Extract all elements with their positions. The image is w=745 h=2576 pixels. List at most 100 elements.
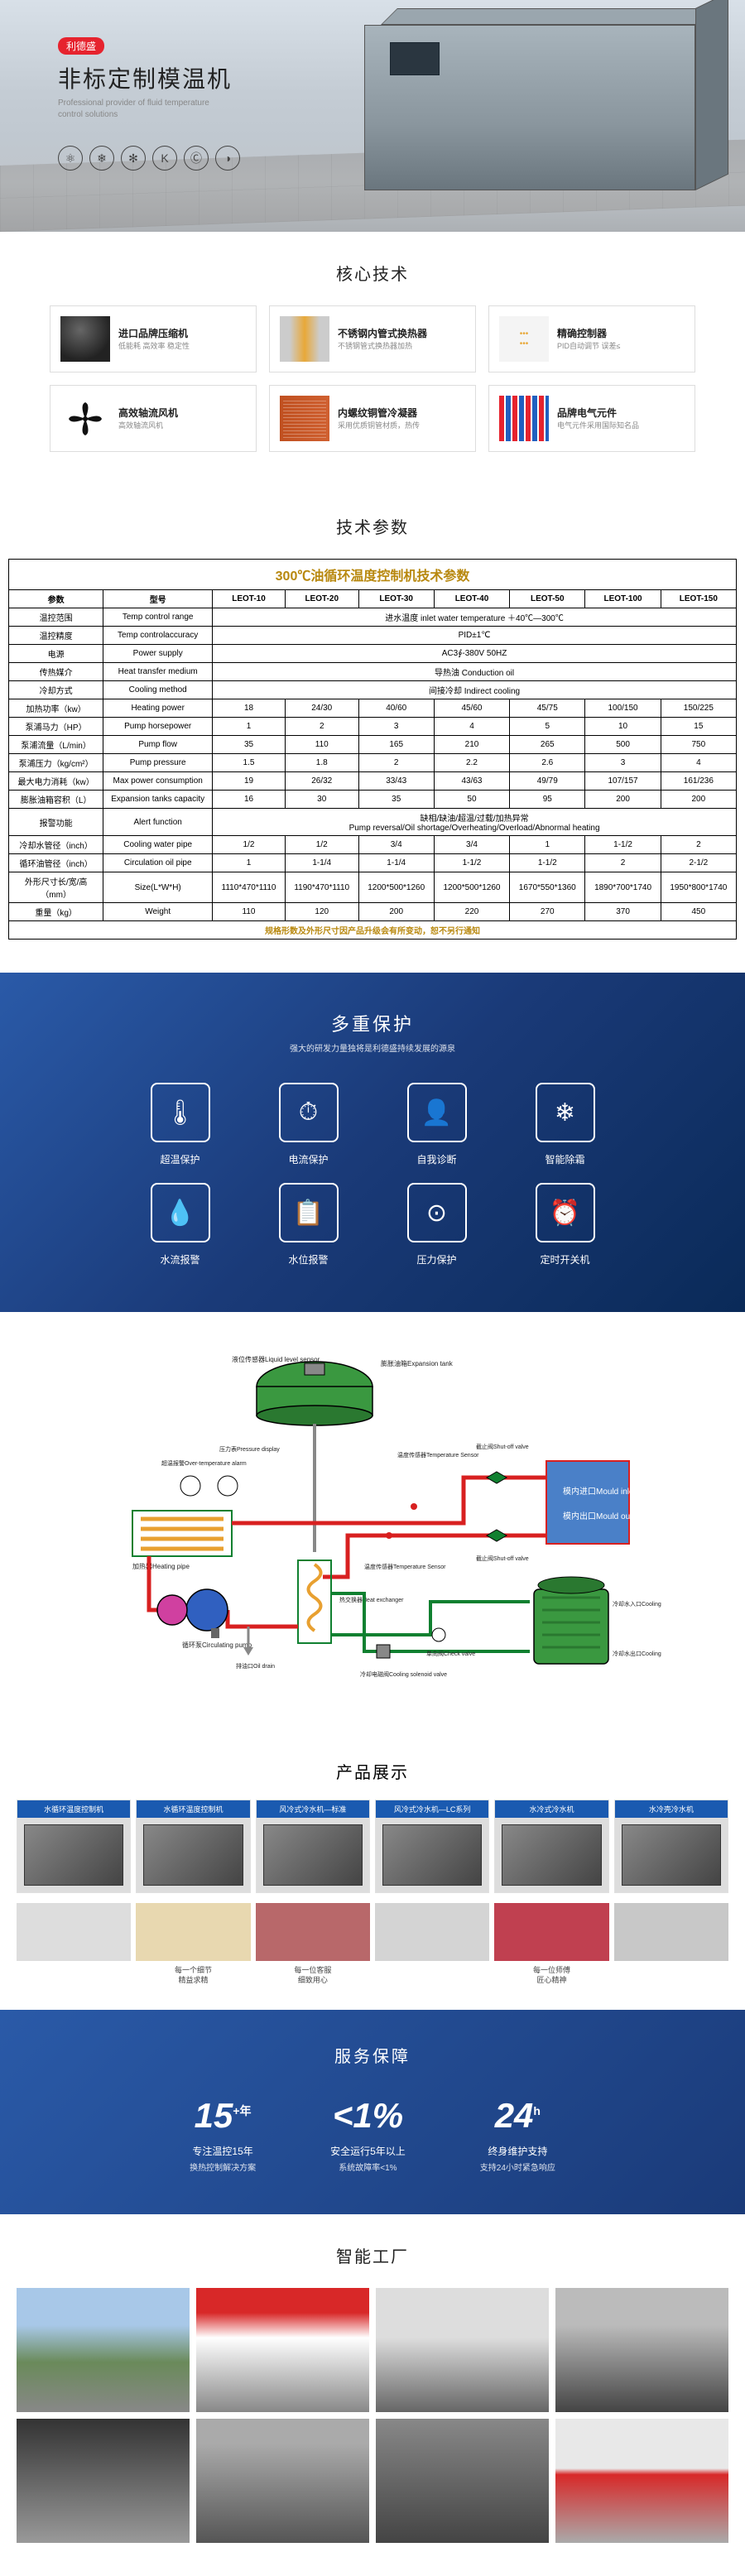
hero-text: 利德盛 非标定制模温机 Professional provider of flu… <box>58 37 240 171</box>
label-cooling-out: 冷却水出口Cooling water outlet <box>613 1650 662 1657</box>
protection-item: ⏱电流保护 <box>252 1083 364 1166</box>
product-image <box>615 1818 728 1892</box>
factory-image <box>196 2288 369 2412</box>
label-pump: 循环泵Circulating pump <box>182 1641 252 1649</box>
product-detail-image <box>136 1903 250 1961</box>
product-detail-item <box>17 1903 131 1985</box>
factory-image <box>555 2288 728 2412</box>
hero-title: 非标定制模温机 <box>58 61 240 94</box>
core-tech-item: 进口品牌压缩机低能耗 高效率 稳定性 <box>50 305 257 372</box>
hero-feature-icon: ✻ <box>121 146 146 171</box>
service-grid: 15+年专注温控15年换热控制解决方案<1%安全运行5年以上系统故障率<1%24… <box>0 2096 745 2173</box>
core-tech-image <box>499 396 549 441</box>
service-desc: 换热控制解决方案 <box>190 2160 256 2173</box>
protection-item: ⊙压力保护 <box>381 1183 493 1266</box>
core-tech-name: 不锈钢内管式换热器 <box>338 326 465 340</box>
product-card: 风冷式冷水机—LC系列 <box>375 1800 489 1893</box>
core-tech-desc: 电气元件采用国际知名品 <box>557 421 685 431</box>
product-detail-image <box>614 1903 728 1961</box>
system-diagram: 液位传感器Liquid level sensor 膨胀油箱Expansion t… <box>83 1345 662 1693</box>
protection-item: 💧水流报警 <box>124 1183 236 1266</box>
product-image <box>376 1818 488 1892</box>
service-title: 服务保障 <box>0 2043 745 2067</box>
factory-image <box>196 2419 369 2543</box>
label-level-sensor: 液位传感器Liquid level sensor <box>232 1355 320 1363</box>
product-card-title: 水冷壳冷水机 <box>615 1800 728 1818</box>
core-tech-name: 内螺纹铜管冷凝器 <box>338 406 465 420</box>
core-tech-image <box>60 396 110 441</box>
service-desc: 支持24小时紧急响应 <box>480 2160 555 2173</box>
label-heater: 加热器Heating pipe <box>132 1562 190 1570</box>
hero-icon-row: ⚛❄✻KⒸ◑ <box>58 146 240 171</box>
product-card: 水冷壳冷水机 <box>614 1800 728 1893</box>
core-tech-desc: 高效轴流风机 <box>118 421 246 431</box>
label-shutoff2: 截止阀Shut-off valve <box>476 1555 529 1562</box>
product-detail-item <box>375 1903 489 1985</box>
product-detail-image <box>256 1903 370 1961</box>
product-card: 水循环温度控制机 <box>17 1800 131 1893</box>
protection-item: 🌡超温保护 <box>124 1083 236 1166</box>
core-tech-item: 内螺纹铜管冷凝器采用优质铜管材质，热传 <box>269 385 476 452</box>
core-tech-name: 进口品牌压缩机 <box>118 326 246 340</box>
hero-feature-icon: Ⓒ <box>184 146 209 171</box>
protection-grid: 🌡超温保护⏱电流保护👤自我诊断❄智能除霜💧水流报警📋水位报警⊙压力保护⏰定时开关… <box>124 1083 621 1266</box>
factory-grid <box>17 2288 728 2543</box>
protection-label: 电流保护 <box>288 1152 328 1166</box>
factory-image <box>555 2419 728 2543</box>
product-card-title: 风冷式冷水机—LC系列 <box>376 1800 488 1818</box>
protection-label: 压力保护 <box>416 1252 456 1266</box>
protection-item: ❄智能除霜 <box>509 1083 621 1166</box>
core-tech-desc: 低能耗 高效率 稳定性 <box>118 342 246 352</box>
label-check-valve: 单向阀Check valve <box>426 1650 475 1657</box>
brand-badge: 利德盛 <box>58 37 104 55</box>
core-tech-desc: 采用优质铜管材质，热传 <box>338 421 465 431</box>
protection-item: 📋水位报警 <box>252 1183 364 1266</box>
core-tech-desc: PID自动调节 误差≤ <box>557 342 685 352</box>
product-detail-item: 每一位客服细致用心 <box>256 1903 370 1985</box>
factory-section: 智能工厂 <box>0 2214 745 2576</box>
protection-icon: 👤 <box>407 1083 467 1142</box>
product-card: 水循环温度控制机 <box>136 1800 250 1893</box>
product-card-title: 水循环温度控制机 <box>17 1800 130 1818</box>
product-card: 风冷式冷水机—标准 <box>256 1800 370 1893</box>
product-detail-label: 每一位师傅匠心精神 <box>533 1966 570 1985</box>
core-tech-item: 不锈钢内管式换热器不锈钢管式换热器加热 <box>269 305 476 372</box>
core-tech-name: 高效轴流风机 <box>118 406 246 420</box>
label-pressure: 压力表Pressure display <box>219 1445 280 1453</box>
products-section: 产品展示 水循环温度控制机水循环温度控制机风冷式冷水机—标准风冷式冷水机—LC系… <box>0 1734 745 2010</box>
product-detail-label: 每一个细节精益求精 <box>175 1966 212 1985</box>
product-image <box>257 1818 369 1892</box>
service-section: 服务保障 15+年专注温控15年换热控制解决方案<1%安全运行5年以上系统故障率… <box>0 2010 745 2214</box>
protection-item: ⏰定时开关机 <box>509 1183 621 1266</box>
product-detail-item: 每一个细节精益求精 <box>136 1903 250 1985</box>
protection-icon: 📋 <box>279 1183 339 1242</box>
service-label: 终身维护支持 <box>480 2144 555 2158</box>
service-item: 15+年专注温控15年换热控制解决方案 <box>190 2096 256 2173</box>
hero-feature-icon: K <box>152 146 177 171</box>
protection-icon: 💧 <box>151 1183 210 1242</box>
label-drain: 排油口Oil drain <box>236 1662 275 1670</box>
core-tech-section: 核心技术 进口品牌压缩机低能耗 高效率 稳定性不锈钢内管式换热器不锈钢管式换热器… <box>0 232 745 485</box>
core-tech-image <box>60 316 110 362</box>
label-temp-sensor2: 温度传感器Temperature Sensor <box>364 1563 446 1570</box>
core-tech-image <box>499 316 549 362</box>
product-detail-image <box>494 1903 608 1961</box>
protection-icon: ❄ <box>536 1083 595 1142</box>
factory-image <box>376 2288 549 2412</box>
core-tech-item: 高效轴流风机高效轴流风机 <box>50 385 257 452</box>
label-cooling-valve: 冷却电磁阀Cooling solenoid valve <box>360 1670 447 1678</box>
service-number: 24h <box>480 2096 555 2136</box>
core-tech-name: 品牌电气元件 <box>557 406 685 420</box>
spec-heading: 技术参数 <box>0 485 745 559</box>
core-tech-image <box>280 316 329 362</box>
spec-table: 300℃油循环温度控制机技术参数参数型号LEOT-10LEOT-20LEOT-3… <box>8 559 737 940</box>
product-card-title: 风冷式冷水机—标准 <box>257 1800 369 1818</box>
label-shutoff1: 截止阀Shut-off valve <box>476 1443 529 1450</box>
hero-feature-icon: ◑ <box>215 146 240 171</box>
product-detail-label: 每一位客服细致用心 <box>294 1966 331 1985</box>
protection-subtitle: 强大的研发力量独将是利德盛持续发展的源泉 <box>0 1041 745 1054</box>
label-over-temp: 超温报警Over-temperature alarm <box>161 1459 247 1467</box>
label-exchanger: 热交换器Heat exchanger <box>339 1596 404 1603</box>
protection-icon: 🌡 <box>151 1083 210 1142</box>
spec-section: 技术参数 300℃油循环温度控制机技术参数参数型号LEOT-10LEOT-20L… <box>0 485 745 973</box>
